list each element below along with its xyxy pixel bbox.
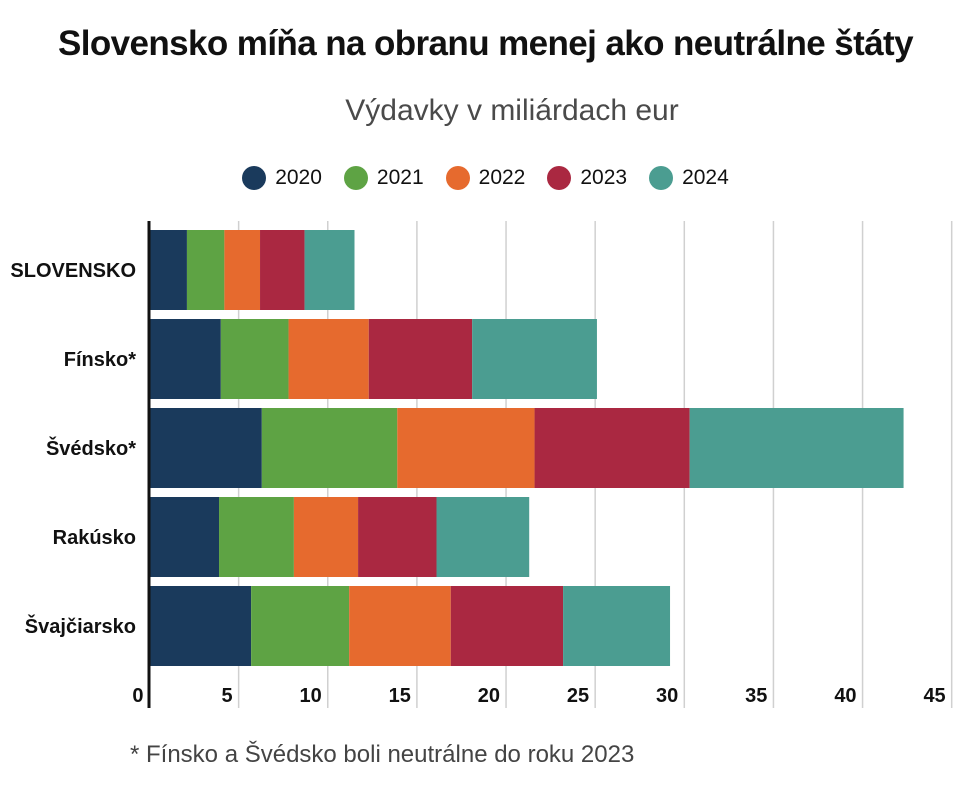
x-tick-label: 25 <box>567 685 589 707</box>
bar-2023-4 <box>450 586 564 666</box>
legend-item-2021: 2021 <box>343 166 424 190</box>
bar-2024-2 <box>689 408 904 488</box>
bar-2022-0 <box>224 230 261 310</box>
bar-2021-3 <box>219 497 294 577</box>
legend-label: 2020 <box>275 166 322 189</box>
bar-2023-3 <box>358 497 437 577</box>
legend-item-2023: 2023 <box>547 166 627 190</box>
bar-2020-4 <box>149 586 252 666</box>
bar-2022-4 <box>349 586 451 666</box>
bar-2024-3 <box>436 497 530 577</box>
category-label: SLOVENSKO <box>10 260 136 282</box>
bar-2022-2 <box>397 408 535 488</box>
x-tick-label: 45 <box>923 685 945 707</box>
bar-2022-3 <box>293 497 359 577</box>
legend-swatch <box>445 166 470 190</box>
bar-2024-0 <box>304 230 355 310</box>
x-tick-label: 35 <box>745 685 767 707</box>
category-label: Fínsko* <box>64 349 136 371</box>
chart-title: Slovensko míňa na obranu menej ako neutr… <box>58 24 914 63</box>
bar-2022-1 <box>288 319 369 399</box>
x-tick-label: 5 <box>222 685 233 707</box>
bar-2023-1 <box>368 319 473 399</box>
x-tick-label: 40 <box>834 685 856 707</box>
bar-2020-2 <box>149 408 262 488</box>
legend: 2020 2021 2022 2023 2024 <box>0 166 971 190</box>
legend-swatch <box>343 166 368 190</box>
legend-item-2024: 2024 <box>649 166 729 190</box>
x-tick-label: 30 <box>656 685 678 707</box>
x-tick-label: 0 <box>132 685 143 707</box>
category-label: Rakúsko <box>53 527 136 549</box>
legend-swatch <box>242 166 267 190</box>
bar-2020-1 <box>149 319 221 399</box>
bar-2021-4 <box>251 586 350 666</box>
category-label: Švédsko* <box>46 436 136 460</box>
bar-2024-1 <box>472 319 597 399</box>
legend-item-2020: 2020 <box>242 166 322 190</box>
legend-swatch <box>547 166 572 190</box>
bar-2023-2 <box>534 408 690 488</box>
bar-2021-0 <box>186 230 225 310</box>
x-tick-label: 20 <box>478 685 500 707</box>
bar-2024-4 <box>563 586 671 666</box>
bar-2021-2 <box>261 408 398 488</box>
x-tick-label: 10 <box>300 685 322 707</box>
bar-2021-1 <box>220 319 289 399</box>
x-tick-label: 15 <box>389 685 411 707</box>
footnote: * Fínsko a Švédsko boli neutrálne do rok… <box>130 741 635 768</box>
legend-swatch <box>649 166 674 190</box>
legend-label: 2023 <box>580 166 628 189</box>
chart-subtitle: Výdavky v miliárdach eur <box>345 94 679 127</box>
bar-2020-3 <box>149 497 220 577</box>
bar-2020-0 <box>149 230 187 310</box>
legend-label: 2021 <box>376 166 424 189</box>
category-label: Švajčiarsko <box>25 614 136 638</box>
legend-item-2022: 2022 <box>445 166 526 190</box>
legend-label: 2024 <box>682 166 729 189</box>
bar-2023-0 <box>260 230 305 310</box>
legend-label: 2022 <box>478 166 526 189</box>
